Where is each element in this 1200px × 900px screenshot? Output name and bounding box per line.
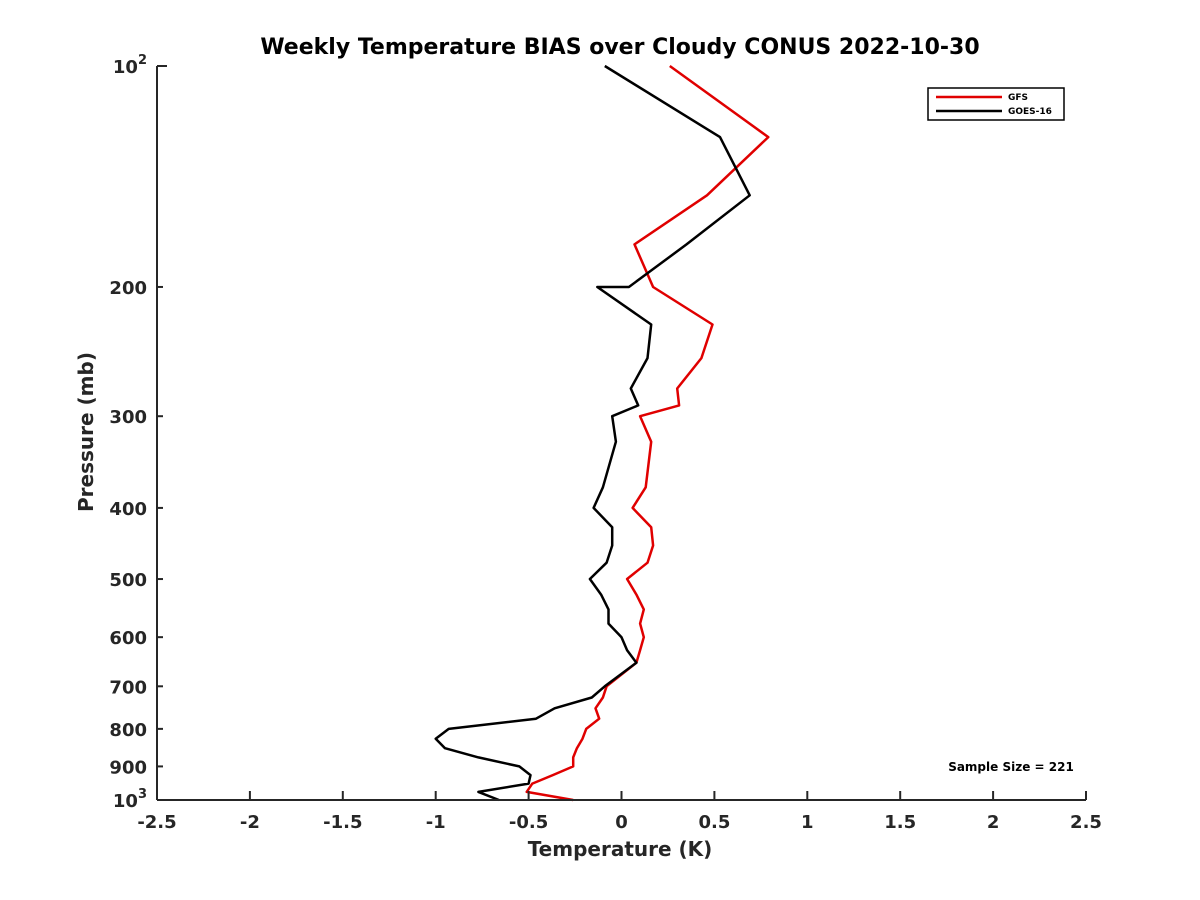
series-line-gfs [525,64,770,802]
y-tick-label: 200 [109,278,147,299]
x-tick-label: 0 [615,812,628,833]
y-tick-label: 400 [109,499,147,520]
y-tick-label: 600 [109,628,147,649]
y-tick-label: 300 [109,407,147,428]
legend: GFS GOES-16 [927,87,1065,121]
legend-label: GFS [1008,93,1028,103]
x-tick-label: -1.5 [323,812,362,833]
x-tick-label: 1 [801,812,814,833]
series-line-goes-16 [434,64,751,802]
chart-title: Weekly Temperature BIAS over Cloudy CONU… [260,35,979,60]
x-tick-label: 2.5 [1070,812,1102,833]
sample-size-annotation: Sample Size = 221 [948,760,1074,774]
legend-label: GOES-16 [1008,107,1052,117]
legend-box [927,87,1065,121]
axes: -2.5 -2 -1.5 -1 -0.5 0 0.5 1 1.5 2 2.5 102 200 300 400… [109,53,1102,833]
x-tick-label: -1 [426,812,446,833]
y-tick-label: 500 [109,570,147,591]
x-tick-label: -2.5 [137,812,176,833]
x-tick-label: 0.5 [698,812,730,833]
x-tick-label: -2 [240,812,260,833]
plot-lines [434,64,770,802]
y-tick-label: 102 [113,53,147,78]
x-axis-title: Temperature (K) [528,837,713,861]
x-tick-label: 1.5 [884,812,916,833]
y-tick-label: 700 [109,677,147,698]
x-tick-label: -0.5 [509,812,548,833]
y-tick-label: 900 [109,757,147,778]
y-tick-label: 103 [113,787,147,812]
x-tick-label: 2 [987,812,1000,833]
y-axis-title: Pressure (mb) [74,352,98,512]
y-tick-label: 800 [109,720,147,741]
